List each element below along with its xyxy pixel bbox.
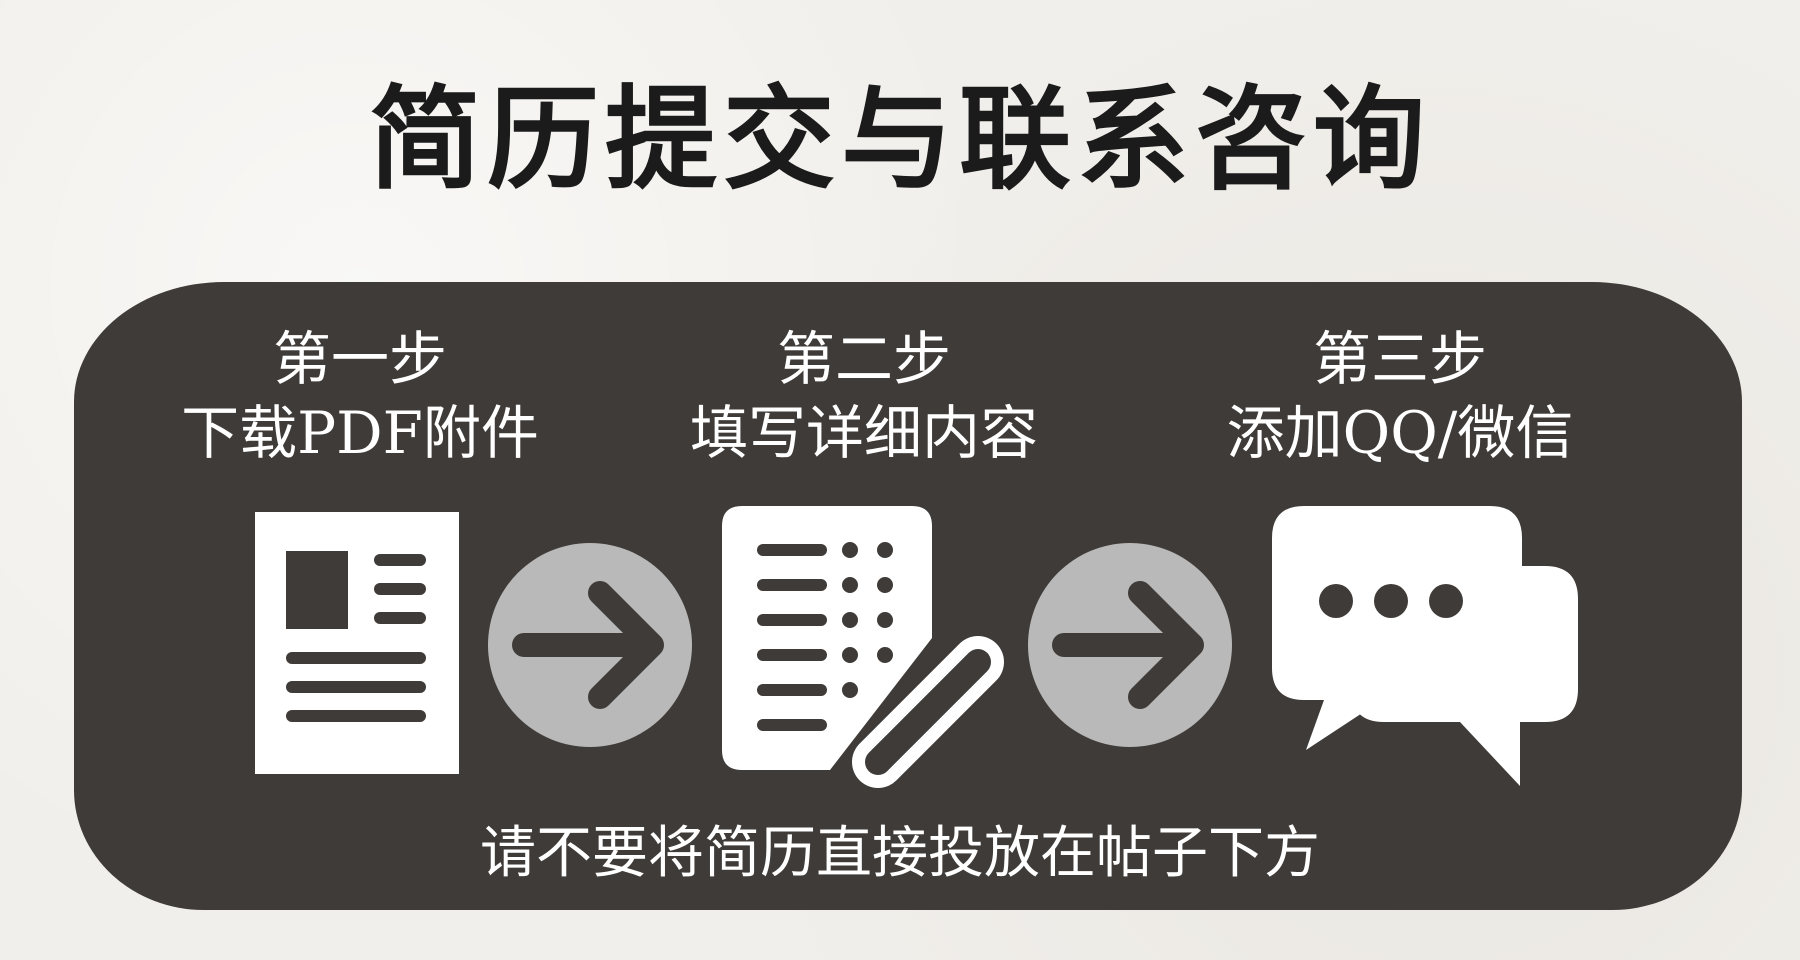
step-3-label: 第三步 — [1312, 325, 1487, 393]
arrow-right-icon — [488, 543, 692, 747]
arrow-right-icon — [1028, 543, 1232, 747]
step-3: 第三步 添加QQ/微信 — [1200, 322, 1600, 470]
step-1: 第一步 下载PDF附件 — [160, 322, 560, 470]
step-1-desc: 下载PDF附件 — [181, 399, 539, 467]
step-2: 第二步 填写详细内容 — [664, 322, 1064, 470]
step-1-label: 第一步 — [272, 325, 447, 393]
step-2-label: 第二步 — [776, 325, 951, 393]
pen-icon — [852, 636, 1004, 788]
page-title: 简历提交与联系咨询 — [369, 74, 1431, 205]
step-2-desc: 填写详细内容 — [689, 399, 1038, 467]
footer-note: 请不要将简历直接投放在帖子下方 — [480, 821, 1320, 886]
form-checklist-icon — [722, 506, 932, 770]
step-3-desc: 添加QQ/微信 — [1226, 399, 1574, 467]
document-icon — [255, 512, 459, 774]
chat-bubbles-icon — [1272, 506, 1578, 786]
